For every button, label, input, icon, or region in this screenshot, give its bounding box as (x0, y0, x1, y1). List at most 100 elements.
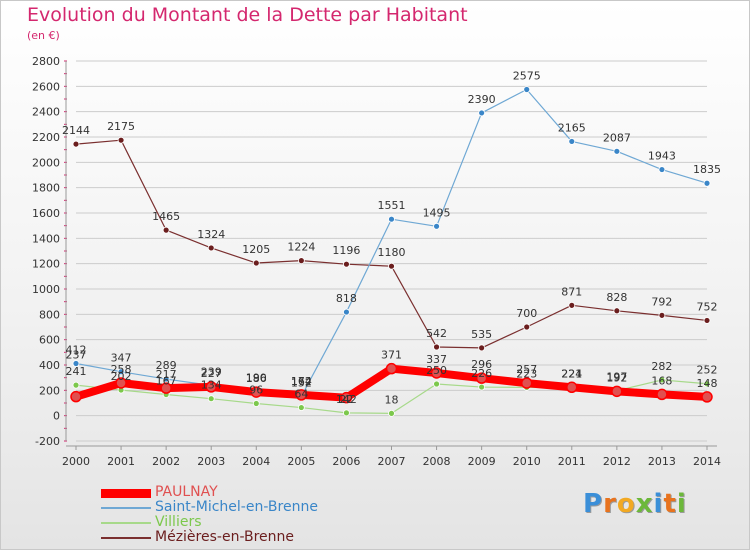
series-point (205, 381, 217, 393)
data-label: 2087 (603, 131, 631, 144)
series-point (115, 377, 127, 389)
legend-label: Villiers (155, 514, 202, 530)
data-label: 1324 (197, 228, 225, 241)
data-label: 412 (66, 343, 87, 356)
data-labels: 258 217 227 186 164 371 337 296 257 224 192 168 148 4… (62, 70, 721, 407)
data-label: 1495 (423, 206, 451, 219)
data-label: 192 (606, 371, 627, 384)
y-tick-label: 1600 (32, 207, 60, 220)
series-point (117, 136, 125, 144)
data-label: 289 (156, 359, 177, 372)
series-point (162, 375, 170, 383)
data-label: 257 (516, 363, 537, 376)
data-label: 241 (66, 365, 87, 378)
series-point (703, 179, 711, 187)
logo-letter: i (676, 489, 687, 519)
data-label: 2575 (513, 70, 541, 83)
axes: -200 0 200 400 600 800 1000 1200 1400 1600 1800 200… (32, 55, 721, 468)
data-label: 828 (606, 291, 627, 304)
series-point (252, 259, 260, 267)
data-label: 22 (339, 393, 353, 406)
logo-letter: o (616, 489, 636, 519)
data-label: 1205 (242, 243, 270, 256)
series-point (475, 372, 488, 384)
x-tick-label: 2002 (152, 455, 180, 468)
series-point (430, 367, 443, 379)
series-point (613, 307, 621, 315)
data-label: 168 (651, 374, 672, 387)
data-label: 258 (111, 363, 132, 376)
series-point (568, 138, 576, 145)
series-point (613, 147, 621, 155)
data-label: 64 (294, 388, 308, 401)
series-point (611, 385, 623, 398)
data-label: 2390 (468, 93, 496, 106)
data-label: 337 (426, 353, 447, 366)
series-point (478, 383, 486, 391)
data-label: 186 (246, 372, 267, 385)
series-point (72, 360, 80, 367)
series-point (72, 381, 80, 389)
data-label: 167 (156, 375, 177, 388)
series-line-3 (75, 139, 708, 349)
series-point (701, 391, 713, 403)
series-point (523, 323, 531, 331)
y-tick-label: 2400 (32, 106, 60, 119)
data-label: 1551 (378, 199, 406, 212)
legend-swatch (101, 537, 151, 539)
y-tick-label: 1400 (32, 232, 60, 245)
x-tick-label: 2005 (287, 455, 315, 468)
x-tick-label: 2007 (378, 455, 406, 468)
annotation-label: 172 (291, 375, 312, 388)
y-tick-label: 2000 (32, 156, 60, 169)
data-label: 190 (246, 372, 267, 385)
series-point (385, 362, 398, 375)
data-label: 282 (651, 360, 672, 373)
data-label: 2175 (107, 120, 135, 133)
data-label: 1224 (287, 241, 315, 254)
series-point (568, 301, 576, 309)
data-label: 226 (471, 367, 492, 380)
data-label: 239 (201, 365, 222, 378)
logo-letter: t (663, 489, 677, 519)
data-label: 224 (561, 367, 582, 380)
data-label: 752 (697, 300, 718, 313)
legend-label: Saint-Michel-en-Brenne (155, 499, 318, 515)
series-lines (70, 86, 713, 417)
series-point (162, 226, 170, 234)
y-tick-label: 800 (39, 308, 60, 321)
annotation-label: 237 (66, 349, 87, 362)
x-tick-label: 2011 (558, 455, 586, 468)
y-tick-label: 2200 (32, 131, 60, 144)
data-label: 227 (201, 367, 222, 380)
series-point (343, 308, 350, 316)
y-tick-label: 2800 (32, 55, 60, 68)
series-point (297, 404, 305, 411)
series-point (658, 376, 666, 384)
y-tick-label: -200 (35, 435, 60, 448)
data-label: 1943 (648, 150, 676, 163)
x-tick-label: 2013 (648, 455, 676, 468)
series-point (72, 140, 80, 148)
series-point (523, 86, 531, 93)
x-tick-label: 2001 (107, 455, 135, 468)
series-point (566, 381, 578, 394)
data-label: 371 (381, 349, 402, 362)
series-point (433, 222, 440, 230)
y-tick-label: 200 (39, 384, 60, 397)
chart-title: Evolution du Montant de la Dette par Hab… (27, 4, 468, 26)
y-tick-label: 1200 (32, 258, 60, 271)
data-label: 1835 (693, 163, 721, 176)
legend-swatch (101, 488, 151, 498)
series-point (340, 391, 353, 404)
legend-swatch (101, 507, 151, 509)
data-label: 164 (291, 375, 312, 388)
series-point (658, 311, 666, 319)
data-label: 1196 (332, 244, 360, 257)
data-label: 871 (561, 285, 582, 298)
series-point (117, 368, 125, 376)
y-tick-label: 0 (53, 410, 60, 423)
series-point (433, 343, 440, 351)
series-point (388, 409, 395, 417)
